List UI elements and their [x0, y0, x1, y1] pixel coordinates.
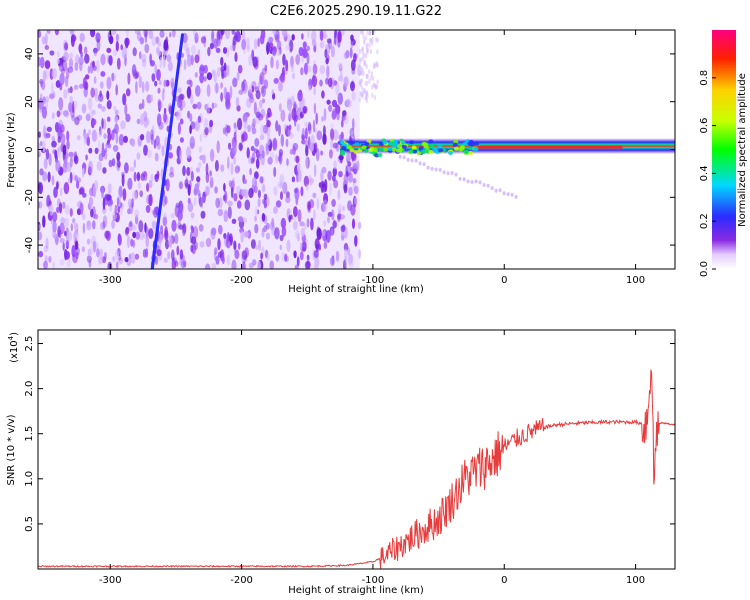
spectrogram-y-tick-label: 40 [24, 48, 35, 61]
snr-panel: -300 -200 -100 0 100 0.5 1.0 1.5 2.0 2.5 Height … [6, 329, 676, 596]
spectrogram-y-tick-label: 0 [24, 146, 35, 152]
figure-title: C2E6.2025.290.19.11.G22 [270, 4, 442, 19]
snr-y-tick-label: 0.5 [24, 516, 35, 532]
snr-frame [37, 329, 676, 570]
spectrogram-x-tick-label: -100 [362, 275, 385, 286]
spectrogram-content [38, 30, 675, 269]
colorbar-label: Normalized spectral amplitude [737, 73, 748, 227]
signal-peak-line [477, 145, 623, 149]
colorbar-gradient [712, 30, 736, 269]
snr-x-ticks: -300 -200 -100 0 100 [99, 330, 645, 586]
spectrogram-x-ticks: -300 -200 -100 0 100 [99, 30, 645, 286]
spectrogram-x-tick-label: 100 [626, 275, 645, 286]
signal-trail [398, 154, 518, 199]
signal-band-blobs [337, 138, 480, 158]
colorbar-tick-label: 0.8 [699, 70, 710, 86]
spectrogram-y-tick-label: -20 [24, 189, 35, 205]
snr-x-tick-label: -300 [99, 575, 122, 586]
snr-x-tick-label: 0 [501, 575, 507, 586]
snr-y-label: SNR (10 * v/v) [6, 414, 17, 485]
snr-x-tick-label: -100 [362, 575, 385, 586]
colorbar-tick-label: 0.4 [699, 165, 710, 181]
spectrogram-y-label: Frequency (Hz) [6, 112, 17, 188]
colorbar: 0.0 0.2 0.4 0.6 0.8 Normalized spectral ampl… [699, 30, 748, 277]
snr-y-tick-label: 1.0 [24, 471, 35, 487]
snr-x-tick-label: -200 [230, 575, 253, 586]
spectrogram-x-tick-label: -200 [230, 275, 253, 286]
spectrogram-x-label: Height of straight line (km) [288, 284, 424, 295]
snr-y-tick-label: 1.5 [24, 426, 35, 442]
colorbar-tick-label: 0.6 [699, 118, 710, 134]
snr-y-tick-label: 2.5 [24, 336, 35, 352]
snr-y-ticks: 0.5 1.0 1.5 2.0 2.5 [24, 336, 675, 532]
noise-fade [358, 30, 379, 104]
snr-content [38, 369, 675, 569]
snr-series-line [38, 369, 675, 569]
colorbar-tick-label: 0.0 [699, 261, 710, 277]
spectrogram-y-ticks: -40 -20 0 20 40 [24, 48, 675, 253]
spectrogram-x-tick-label: -300 [99, 275, 122, 286]
colorbar-ticks: 0.0 0.2 0.4 0.6 0.8 [699, 70, 716, 277]
snr-x-tick-label: 100 [626, 575, 645, 586]
spectrogram-y-tick-label: 20 [24, 95, 35, 108]
spectrogram-x-tick-label: 0 [501, 275, 507, 286]
snr-y-tick-label: 2.0 [24, 381, 35, 397]
snr-x-label: Height of straight line (km) [288, 585, 424, 596]
chirp-streak [150, 33, 184, 269]
noise-speckle [38, 30, 362, 269]
colorbar-tick-label: 0.2 [699, 213, 710, 229]
snr-multiplier: (x104) [7, 332, 20, 363]
spectrogram-y-tick-label: -40 [24, 237, 35, 253]
